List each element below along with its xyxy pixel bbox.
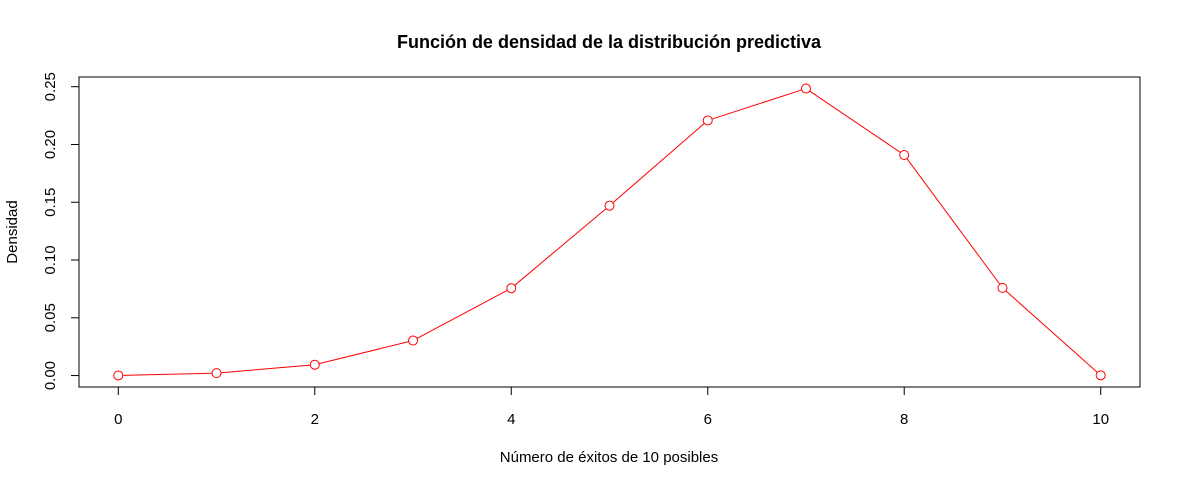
data-point <box>113 370 124 381</box>
x-axis-label: Número de éxitos de 10 posibles <box>500 449 718 466</box>
data-point <box>702 115 713 126</box>
y-tick-label: 0.00 <box>42 361 59 390</box>
x-axis: 0 2 4 6 8 10 <box>114 386 1109 428</box>
x-tick-label: 10 <box>1092 411 1109 428</box>
data-point <box>604 200 615 211</box>
plot-frame <box>78 76 1141 388</box>
y-tick-label: 0.15 <box>42 188 59 217</box>
series-line-segment <box>514 208 607 286</box>
y-tick-label: 0.20 <box>42 130 59 159</box>
data-point <box>211 368 222 379</box>
series-line-segment <box>711 89 802 120</box>
data-point <box>506 283 517 294</box>
y-tick-label: 0.05 <box>42 303 59 332</box>
y-tick-label: 0.25 <box>42 72 59 101</box>
chart-title: Función de densidad de la distribución p… <box>397 32 822 52</box>
data-point <box>1095 370 1106 381</box>
y-axis-label: Densidad <box>4 200 21 263</box>
series-group <box>113 83 1106 381</box>
series-line-segment <box>122 372 213 376</box>
x-tick-label: 8 <box>900 411 908 428</box>
series-line-segment <box>319 341 409 365</box>
data-point <box>899 149 910 160</box>
series-line-segment <box>1005 290 1098 373</box>
series-line-segment <box>809 90 901 153</box>
x-tick-label: 4 <box>507 411 515 428</box>
data-point <box>408 335 419 346</box>
data-point <box>997 282 1008 293</box>
x-tick-label: 6 <box>704 411 712 428</box>
series-line-segment <box>416 289 508 339</box>
data-point <box>800 83 811 94</box>
y-axis: 0.00 0.05 0.10 0.15 0.20 0.25 <box>42 72 80 390</box>
series-line-segment <box>906 158 1001 285</box>
data-point <box>309 359 320 370</box>
x-tick-label: 0 <box>114 411 122 428</box>
series-line-segment <box>612 123 705 204</box>
y-tick-label: 0.10 <box>42 245 59 274</box>
x-tick-label: 2 <box>311 411 319 428</box>
series-line-segment <box>220 364 311 374</box>
